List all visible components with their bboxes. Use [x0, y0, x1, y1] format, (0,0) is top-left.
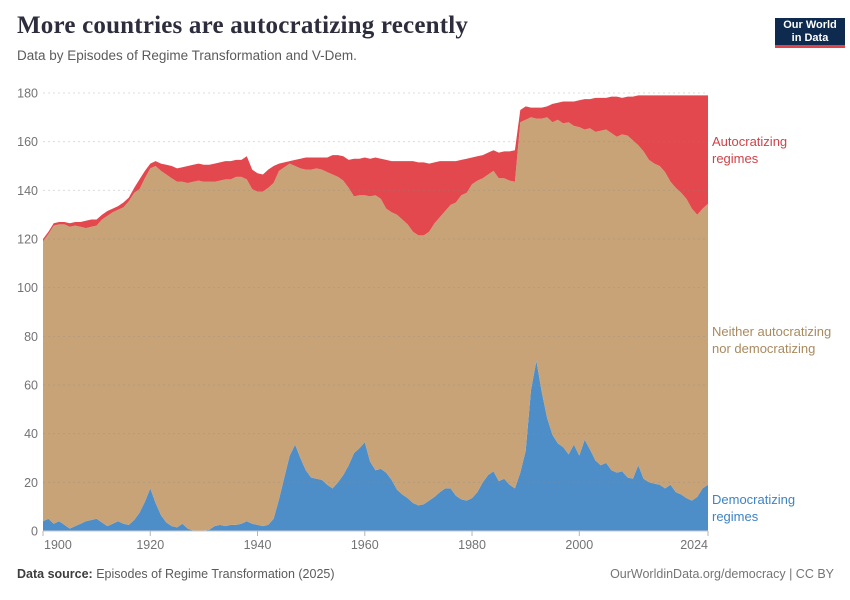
y-tick-label-40: 40 — [24, 427, 38, 441]
axis-labels: 0 20 40 60 80 100 120 140 160 180 1900 1920 1940 1960… — [17, 87, 709, 552]
x-tick-label-1920: 1920 — [136, 538, 164, 552]
gridlines — [43, 92, 708, 532]
y-tick-label-80: 80 — [24, 330, 38, 344]
series-label-neither[interactable]: Neither autocratizing nor democratizing — [712, 324, 832, 356]
stacked-area-chart[interactable]: 0 20 40 60 80 100 120 140 160 180 1900 1920 1940 1960… — [0, 0, 850, 560]
page-title: More countries are autocratizing recentl… — [17, 12, 469, 39]
data-source-label: Data source: — [17, 567, 93, 581]
x-tick-label-1960: 1960 — [351, 538, 379, 552]
x-tick-label-1940: 1940 — [244, 538, 272, 552]
y-tick-label-60: 60 — [24, 379, 38, 393]
y-tick-label-180: 180 — [17, 87, 38, 101]
chart-areas — [43, 95, 708, 531]
logo-line-2: in Data — [791, 31, 829, 44]
area-neither[interactable] — [43, 117, 708, 531]
y-tick-label-140: 140 — [17, 184, 38, 198]
x-tick-label-1900: 1900 — [44, 538, 72, 552]
data-source-line: Data source: Episodes of Regime Transfor… — [17, 567, 335, 581]
credit-line[interactable]: OurWorldinData.org/democracy | CC BY — [610, 567, 834, 581]
chart-footer: Data source: Episodes of Regime Transfor… — [17, 567, 834, 581]
owid-logo[interactable]: Our World in Data — [775, 18, 845, 48]
area-autocratizing[interactable] — [43, 95, 708, 242]
area-democratizing[interactable] — [43, 360, 708, 531]
y-tick-label-20: 20 — [24, 476, 38, 490]
chart-subtitle: Data by Episodes of Regime Transformatio… — [17, 48, 357, 63]
x-tick-label-2000: 2000 — [565, 538, 593, 552]
y-tick-label-120: 120 — [17, 233, 38, 247]
logo-line-1: Our World — [783, 18, 837, 31]
x-tick-label-2024: 2024 — [680, 538, 708, 552]
series-label-democratizing[interactable]: Democratizing regimes — [712, 492, 796, 524]
series-label-autocratizing[interactable]: Autocratizing regimes — [712, 134, 788, 166]
x-tick-label-1980: 1980 — [458, 538, 486, 552]
y-tick-label-0: 0 — [31, 525, 38, 539]
y-tick-label-100: 100 — [17, 281, 38, 295]
y-tick-label-160: 160 — [17, 135, 38, 149]
data-source-value[interactable]: Episodes of Regime Transformation (2025) — [96, 567, 335, 581]
